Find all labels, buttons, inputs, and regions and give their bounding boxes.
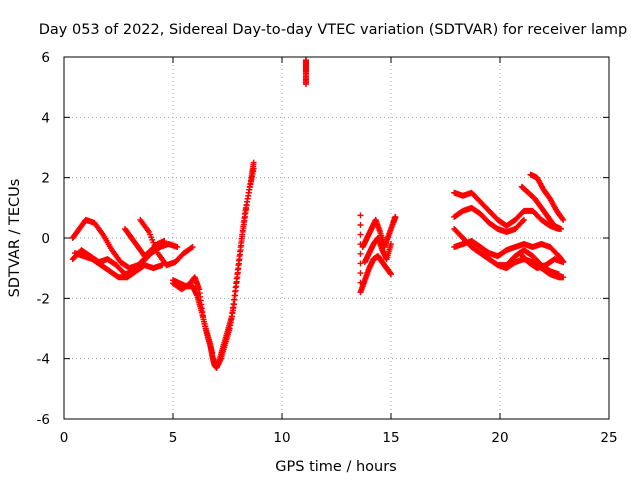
y-tick-label: 4 bbox=[41, 110, 50, 126]
series-dip-ascent bbox=[213, 159, 257, 371]
series-track-c bbox=[71, 250, 166, 281]
series-dip-descent-2 bbox=[170, 274, 216, 356]
data-point bbox=[560, 274, 567, 281]
x-tick-label: 10 bbox=[273, 430, 290, 446]
chart-title: Day 053 of 2022, Sidereal Day-to-day VTE… bbox=[39, 22, 628, 38]
data-point bbox=[357, 260, 364, 267]
y-tick-label: -2 bbox=[37, 291, 50, 307]
data-point bbox=[357, 231, 364, 238]
data-point bbox=[250, 159, 257, 166]
data-point bbox=[209, 349, 216, 356]
x-tick-label: 20 bbox=[491, 430, 508, 446]
series-spike-11h bbox=[302, 57, 309, 88]
data-point bbox=[388, 271, 394, 278]
data-point bbox=[560, 216, 567, 223]
y-axis-label: SDTVAR / TECUs bbox=[7, 179, 23, 298]
data-point bbox=[392, 213, 399, 220]
data-point bbox=[560, 259, 567, 266]
series-track-p bbox=[516, 250, 567, 272]
data-point bbox=[302, 81, 309, 88]
data-point bbox=[188, 244, 195, 251]
data-point bbox=[189, 244, 196, 251]
series-track-n bbox=[527, 171, 567, 223]
series-track-e bbox=[137, 216, 196, 269]
x-tick-label: 25 bbox=[600, 430, 617, 446]
series-track-j bbox=[451, 204, 527, 235]
series-dip-ascent-2 bbox=[215, 165, 257, 365]
data-point bbox=[388, 241, 394, 248]
data-point bbox=[558, 225, 565, 232]
y-tick-label: 6 bbox=[41, 50, 50, 66]
x-tick-label: 15 bbox=[382, 430, 399, 446]
series-track-f bbox=[357, 212, 394, 296]
data-point bbox=[520, 216, 527, 223]
series-track-h bbox=[361, 235, 394, 266]
data-point bbox=[559, 215, 566, 222]
data-points bbox=[69, 57, 567, 371]
axis-ticks: 0 5 10 15 20 25 -6 -4 -2 0 2 4 6 bbox=[37, 50, 618, 446]
data-point bbox=[519, 218, 526, 225]
data-point bbox=[357, 250, 364, 257]
data-point bbox=[357, 212, 364, 219]
y-tick-label: 0 bbox=[41, 231, 50, 247]
y-tick-label: -6 bbox=[37, 412, 50, 428]
grid-lines bbox=[64, 57, 609, 419]
data-point bbox=[161, 238, 168, 245]
data-point bbox=[174, 244, 181, 251]
data-point bbox=[250, 165, 257, 172]
series-track-o bbox=[518, 183, 565, 232]
y-tick-label: 2 bbox=[41, 171, 50, 187]
x-tick-label: 0 bbox=[60, 430, 69, 446]
data-point bbox=[357, 221, 364, 228]
series-track-l bbox=[451, 238, 567, 266]
series-track-i bbox=[451, 189, 562, 232]
x-axis-label: GPS time / hours bbox=[275, 459, 396, 475]
series-dip-descent bbox=[170, 277, 220, 371]
data-point bbox=[357, 270, 364, 277]
y-tick-label: -4 bbox=[37, 352, 50, 368]
x-tick-label: 5 bbox=[169, 430, 178, 446]
